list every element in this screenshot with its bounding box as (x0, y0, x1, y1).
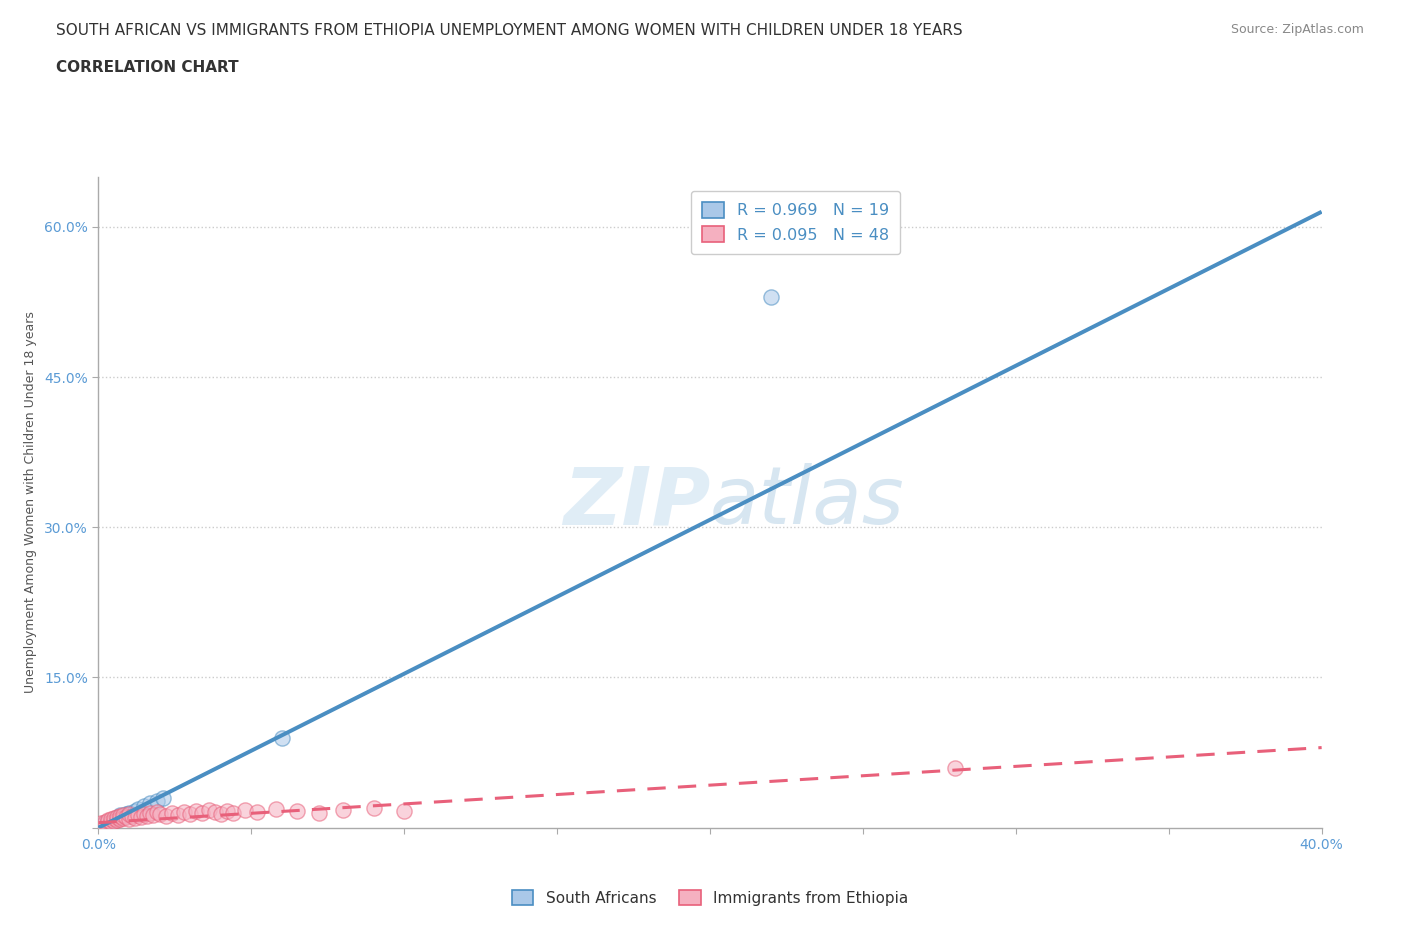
Point (115, 809, 138, 824)
Point (209, 806, 232, 821)
Point (124, 810, 146, 825)
Point (108, 811, 131, 826)
Text: SOUTH AFRICAN VS IMMIGRANTS FROM ETHIOPIA UNEMPLOYMENT AMONG WOMEN WITH CHILDREN: SOUTH AFRICAN VS IMMIGRANTS FROM ETHIOPI… (56, 23, 963, 38)
Point (270, 730, 292, 745)
Point (103, 811, 125, 826)
Point (145, 804, 167, 819)
Point (111, 810, 134, 825)
Point (103, 812, 125, 827)
Point (179, 806, 201, 821)
Point (105, 812, 128, 827)
Point (97, 815, 120, 830)
Point (149, 806, 172, 821)
Point (100, 813, 122, 828)
Point (186, 804, 208, 818)
Point (118, 811, 141, 826)
Text: ZIP: ZIP (562, 463, 710, 541)
Point (93, 816, 115, 830)
Point (136, 808, 159, 823)
Point (139, 805, 162, 820)
Point (152, 790, 174, 805)
Point (160, 805, 183, 820)
Point (222, 805, 245, 820)
Point (121, 808, 143, 823)
Point (233, 803, 256, 817)
Point (108, 808, 131, 823)
Legend: South Africans, Immigrants from Ethiopia: South Africans, Immigrants from Ethiopia (503, 881, 917, 915)
Point (118, 806, 141, 821)
Point (943, 760, 966, 775)
Point (127, 807, 149, 822)
Point (103, 810, 125, 825)
Point (118, 805, 141, 820)
Point (124, 804, 146, 818)
Point (97, 813, 120, 828)
Point (759, 289, 782, 304)
Point (285, 804, 308, 818)
Point (108, 807, 131, 822)
Point (246, 804, 269, 819)
Point (134, 806, 156, 821)
Point (134, 798, 156, 813)
Point (308, 805, 330, 820)
Point (111, 807, 134, 822)
Point (155, 808, 177, 823)
Point (127, 802, 149, 817)
Point (332, 803, 354, 817)
Point (115, 806, 138, 821)
Text: CORRELATION CHART: CORRELATION CHART (56, 60, 239, 75)
Point (264, 802, 287, 817)
Text: Source: ZipAtlas.com: Source: ZipAtlas.com (1230, 23, 1364, 36)
Point (108, 809, 131, 824)
Text: atlas: atlas (710, 463, 905, 541)
Point (100, 815, 122, 830)
Point (204, 804, 226, 819)
Point (145, 793, 167, 808)
Point (392, 804, 416, 818)
Point (173, 804, 195, 819)
Point (93, 815, 115, 830)
Point (90, 816, 112, 830)
Point (191, 805, 214, 820)
Point (167, 807, 190, 822)
Point (363, 800, 385, 815)
Point (197, 803, 219, 817)
Point (111, 808, 134, 823)
Point (129, 809, 152, 824)
Point (97, 812, 120, 827)
Point (103, 813, 125, 828)
Point (139, 795, 162, 810)
Point (105, 810, 128, 825)
Y-axis label: Unemployment Among Women with Children Under 18 years: Unemployment Among Women with Children U… (24, 312, 37, 693)
Point (215, 804, 238, 818)
Point (105, 809, 128, 824)
Point (100, 811, 122, 826)
Point (142, 807, 165, 822)
